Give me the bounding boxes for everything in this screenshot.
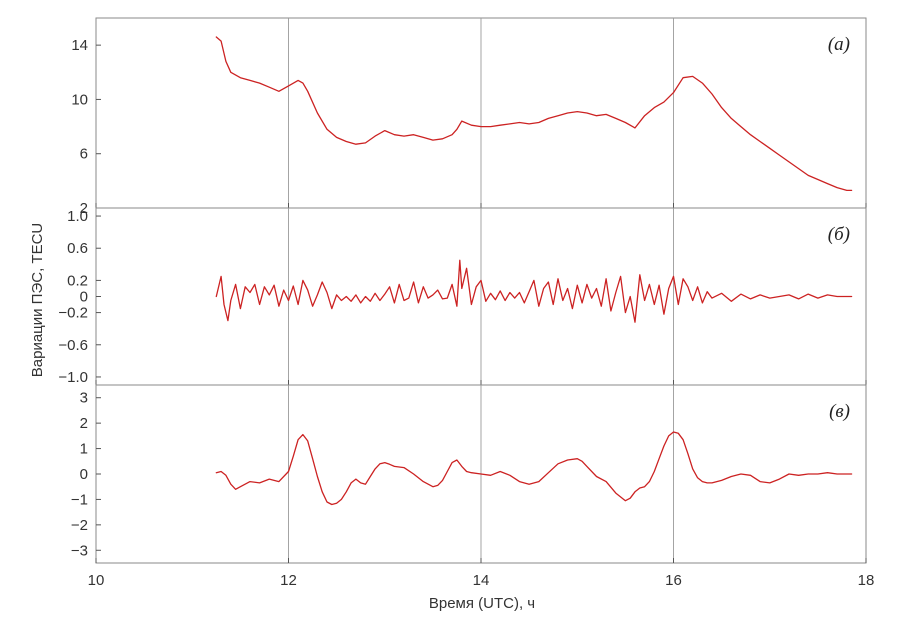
y-tick-label: −1 [71, 491, 88, 508]
y-tick-label: 2 [80, 200, 88, 217]
panel-a: 2 6 10 14 (а) [71, 17, 867, 217]
y-tick-label: −2 [71, 517, 88, 534]
y-tick-label: 2 [80, 415, 88, 432]
panel-label: (б) [828, 224, 850, 245]
y-tick-label: 0.6 [67, 240, 88, 257]
x-tick-label: 10 [88, 572, 105, 589]
y-tick-label: −3 [71, 542, 88, 559]
y-tick-label: 3 [80, 390, 88, 407]
y-tick-label: 0.2 [67, 272, 88, 289]
x-tick-label: 14 [473, 572, 490, 589]
y-tick-label: 0 [80, 466, 88, 483]
y-tick-label: 1 [80, 441, 88, 458]
panel-c: −3 −2 −1 0 1 2 3 (в) [71, 384, 867, 564]
y-tick-label: −1.0 [58, 369, 88, 386]
y-tick-label: 14 [71, 37, 88, 54]
x-tick-label: 16 [665, 572, 682, 589]
y-tick-label: 10 [71, 91, 88, 108]
x-tick-label: 18 [858, 572, 875, 589]
y-tick-label: 1.0 [67, 208, 88, 225]
panel-label: (а) [828, 34, 850, 55]
series-line [215, 36, 853, 192]
x-axis: 10 12 14 16 18 [88, 572, 875, 589]
x-axis-title: Время (UTC), ч [429, 595, 535, 612]
series-line [215, 431, 853, 506]
y-tick-label: −0.2 [58, 305, 88, 322]
y-tick-label: 0 [80, 289, 88, 306]
panel-b: −1.0 −0.6 −0.200.2 0.6 1.0 (б) [58, 207, 867, 386]
y-tick-label: −0.6 [58, 337, 88, 354]
y-tick-label: 6 [80, 146, 88, 163]
series-line [215, 259, 853, 323]
panel-label: (в) [829, 401, 850, 422]
x-tick-label: 12 [280, 572, 297, 589]
y-axis-title: Вариации ПЭС, TECU [29, 223, 46, 378]
